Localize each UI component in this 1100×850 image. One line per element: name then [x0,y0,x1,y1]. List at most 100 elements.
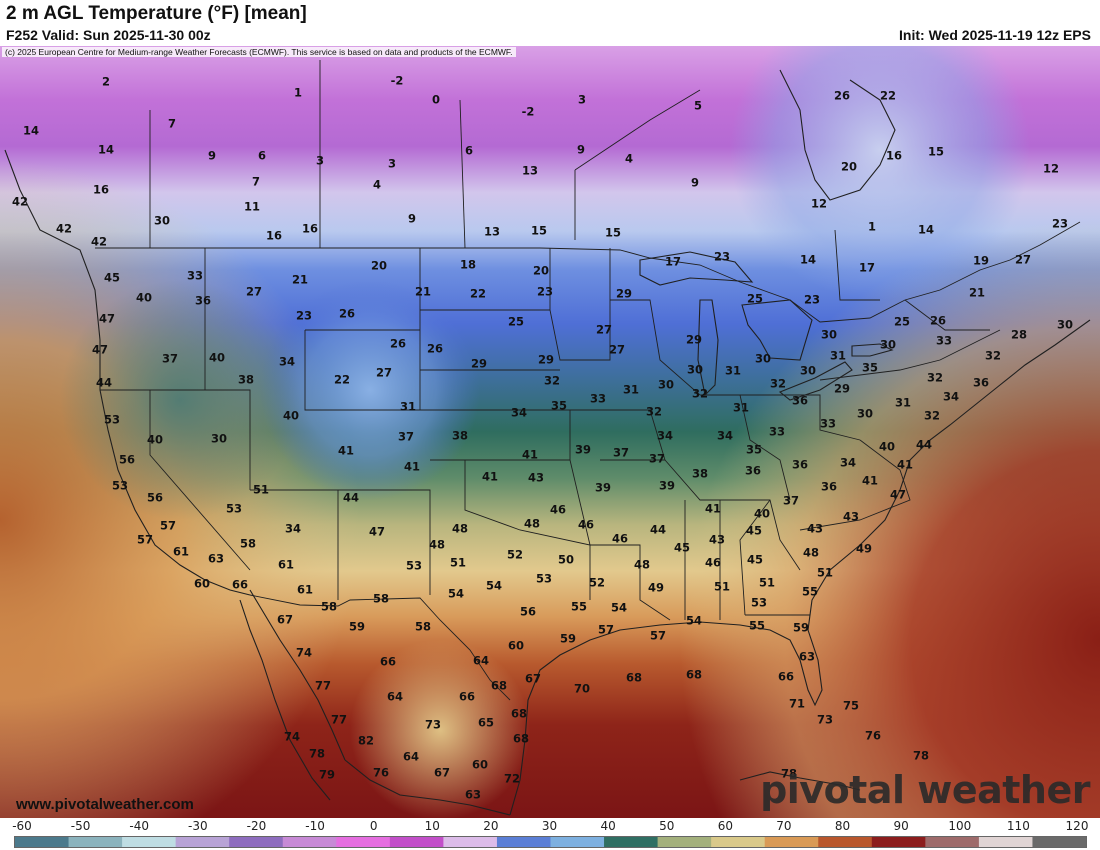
temperature-value: 58 [321,600,337,614]
temperature-value: 67 [525,672,541,686]
temperature-value: 30 [800,364,816,378]
colorbar-segment [550,837,605,847]
temperature-value: 4 [373,178,381,192]
temperature-value: 70 [574,682,590,696]
colorbar-segment [175,837,230,847]
temperature-value: 57 [137,533,153,547]
colorbar-tick-label: 30 [541,819,558,833]
temperature-value: 3 [388,157,396,171]
great-lakes [639,251,894,401]
init-time: Init: Wed 2025-11-19 12z EPS [899,27,1091,43]
temperature-value: 78 [309,747,325,761]
temperature-value: 22 [880,89,896,103]
temperature-value: 44 [343,491,359,505]
temperature-value: 25 [508,315,524,329]
temperature-value: 22 [470,287,486,301]
temperature-value: 23 [714,250,730,264]
temperature-value: 59 [793,621,809,635]
temperature-value: 51 [714,580,730,594]
temperature-value: 76 [373,766,389,780]
temperature-value: 57 [598,623,614,637]
temperature-value: 42 [91,235,107,249]
temperature-value: 48 [803,546,819,560]
colorbar-tick-label: -30 [188,819,208,833]
temperature-value: 32 [692,387,708,401]
temperature-value: 72 [504,772,520,786]
temperature-value: 27 [609,343,625,357]
temperature-value: 32 [544,374,560,388]
temperature-value: 9 [577,143,585,157]
temperature-value: 3 [316,154,324,168]
temperature-value: 41 [897,458,913,472]
temperature-value: 48 [429,538,445,552]
temperature-value: 48 [452,522,468,536]
temperature-value: 29 [538,353,554,367]
temperature-value: 73 [425,718,441,732]
temperature-value: 14 [800,253,816,267]
temperature-value: 6 [465,144,473,158]
temperature-value: 9 [691,176,699,190]
temperature-value: 47 [890,488,906,502]
temperature-value: 46 [550,503,566,517]
colorbar-segment [496,837,551,847]
temperature-value: 63 [799,650,815,664]
temperature-value: 36 [973,376,989,390]
colorbar-segment [711,837,766,847]
temperature-value: 33 [936,334,952,348]
temperature-value: 1 [868,220,876,234]
temperature-value: 37 [162,352,178,366]
temperature-value: 39 [575,443,591,457]
temperature-value: 40 [147,433,163,447]
temperature-value: 39 [659,479,675,493]
temperature-value: 60 [194,577,210,591]
temperature-value: 29 [471,357,487,371]
temperature-value: 60 [508,639,524,653]
temperature-value: 45 [674,541,690,555]
temperature-value: 68 [513,732,529,746]
temperature-value: 45 [104,271,120,285]
temperature-value: 22 [334,373,350,387]
colorbar-segment [764,837,819,847]
temperature-value: 16 [302,222,318,236]
colorbar-segment [122,837,177,847]
valid-time: F252 Valid: Sun 2025-11-30 00z [6,27,211,43]
temperature-value: 41 [862,474,878,488]
temperature-value: 77 [315,679,331,693]
temperature-value: 40 [754,507,770,521]
temperature-value: 16 [93,183,109,197]
temperature-value: 26 [390,337,406,351]
temperature-value: 48 [524,517,540,531]
temperature-value: 55 [749,619,765,633]
temperature-value: 37 [649,452,665,466]
temperature-value: 43 [807,522,823,536]
temperature-value: 20 [371,259,387,273]
temperature-value: 34 [943,390,959,404]
temperature-value: 32 [770,377,786,391]
temperature-value: 30 [821,328,837,342]
temperature-value: 34 [511,406,527,420]
temperature-value: 43 [843,510,859,524]
website-link[interactable]: www.pivotalweather.com [16,796,194,813]
temperature-value: 26 [339,307,355,321]
colorbar-tick-label: -40 [129,819,150,833]
map-title: 2 m AGL Temperature (°F) [mean] [6,3,307,24]
temperature-value: 68 [626,671,642,685]
temperature-value: 60 [472,758,488,772]
temperature-value: 79 [319,768,335,782]
temperature-value: 57 [650,629,666,643]
temperature-value: 30 [687,363,703,377]
temperature-value: 66 [459,690,475,704]
temperature-map[interactable]: 2 1 -2 0 -2 3 5 26 22 14 7 14 9 6 3 3 6 9 4 20 16 15 12 16 7 4 13 9… [0,46,1100,818]
temperature-value: 21 [292,273,308,287]
coastlines [4,69,1091,816]
colorbar-tick-label: -60 [12,819,32,833]
temperature-value: 14 [98,143,114,157]
temperature-value: 63 [465,788,481,802]
colorbar-segment [443,837,498,847]
temperature-value: 68 [686,668,702,682]
temperature-value: 37 [398,430,414,444]
temperature-value: 26 [427,342,443,356]
colorbar-segment [68,837,123,847]
temperature-value: 64 [387,690,403,704]
temperature-value: 53 [226,502,242,516]
